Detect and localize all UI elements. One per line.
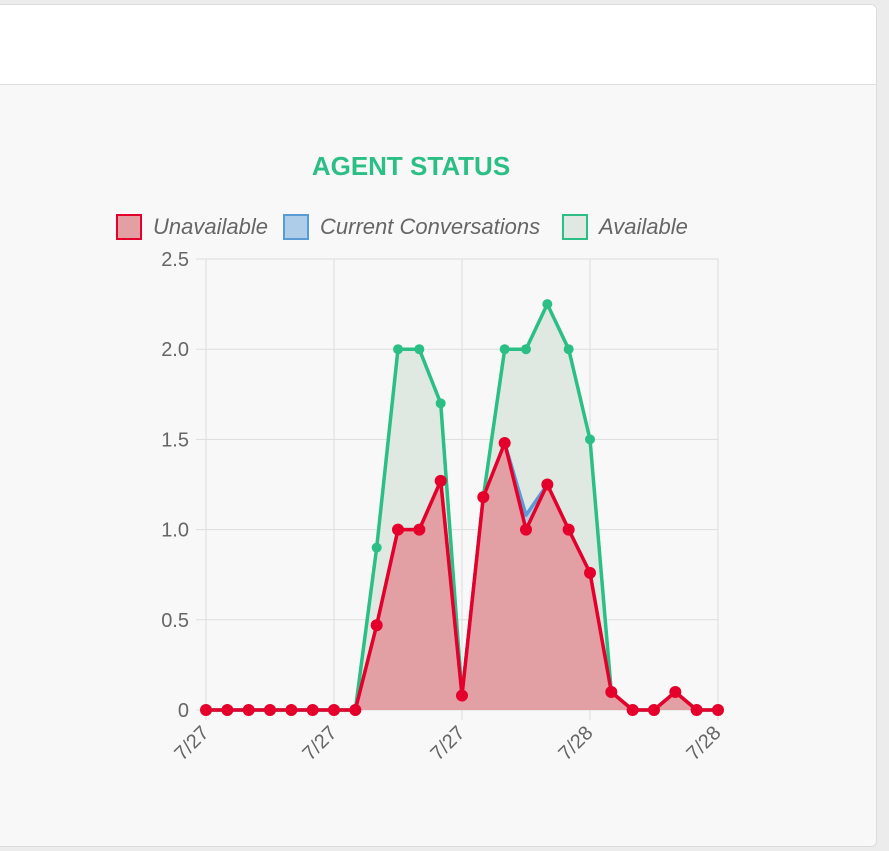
available-point[interactable] [542,299,553,310]
unavailable-point[interactable] [221,704,234,716]
chart-series [200,299,724,716]
legend-swatch [116,214,142,240]
unavailable-point[interactable] [562,523,575,536]
unavailable-point[interactable] [498,437,511,450]
agent-status-card: AGENT STATUS Unavailable Current Conversa… [0,4,877,847]
legend-swatch [283,214,309,240]
unavailable-point[interactable] [584,566,596,579]
unavailable-point[interactable] [328,704,340,716]
unavailable-point[interactable] [413,523,426,536]
agent-status-chart: AGENT STATUS Unavailable Current Conversa… [116,151,726,765]
unavailable-point[interactable] [349,704,362,716]
unavailable-point[interactable] [370,619,383,632]
unavailable-point[interactable] [712,704,724,716]
y-tick-label: 2.5 [161,249,189,271]
x-tick-label: 7/27 [298,722,341,765]
available-point[interactable] [585,434,595,445]
y-tick-label: 0.5 [161,610,189,632]
y-tick-label: 0 [178,700,189,722]
legend-label: Unavailable [153,214,268,239]
x-tick-label: 7/27 [426,722,469,765]
legend-item[interactable]: Current Conversations [283,214,540,240]
legend-item[interactable]: Unavailable [116,214,268,240]
unavailable-point[interactable] [541,478,554,491]
unavailable-point[interactable] [520,523,532,536]
unavailable-point[interactable] [242,704,255,716]
unavailable-point[interactable] [648,704,660,716]
unavailable-point[interactable] [690,704,703,716]
y-tick-label: 1.0 [161,520,189,542]
legend-swatch [562,214,588,240]
available-point[interactable] [499,344,510,355]
legend-label: Available [597,214,688,239]
available-point[interactable] [371,542,382,553]
chart-legend: Unavailable Current Conversations Availabl… [116,214,688,240]
unavailable-point[interactable] [264,704,276,716]
legend-label: Current Conversations [320,214,540,239]
x-tick-label: 7/28 [554,722,597,765]
available-point[interactable] [563,344,574,355]
available-point[interactable] [414,344,425,355]
unavailable-point[interactable] [434,474,447,487]
x-tick-label: 7/28 [682,722,725,765]
unavailable-area [206,443,718,710]
available-point[interactable] [521,344,531,355]
card-body: AGENT STATUS Unavailable Current Conversa… [0,85,876,846]
chart-title: AGENT STATUS [312,151,510,181]
available-point[interactable] [393,344,403,355]
unavailable-point[interactable] [669,685,682,698]
unavailable-point[interactable] [285,704,298,716]
unavailable-point[interactable] [306,704,319,716]
y-tick-label: 2.0 [161,339,189,361]
card-header [0,5,876,85]
unavailable-point[interactable] [392,523,404,536]
y-tick-label: 1.5 [161,429,189,451]
unavailable-point[interactable] [456,689,468,702]
x-tick-label: 7/27 [170,722,213,765]
unavailable-point[interactable] [626,704,639,716]
unavailable-point[interactable] [605,685,618,698]
available-point[interactable] [435,398,446,409]
legend-item[interactable]: Available [562,214,688,240]
unavailable-point[interactable] [477,491,490,504]
unavailable-point[interactable] [200,704,212,716]
